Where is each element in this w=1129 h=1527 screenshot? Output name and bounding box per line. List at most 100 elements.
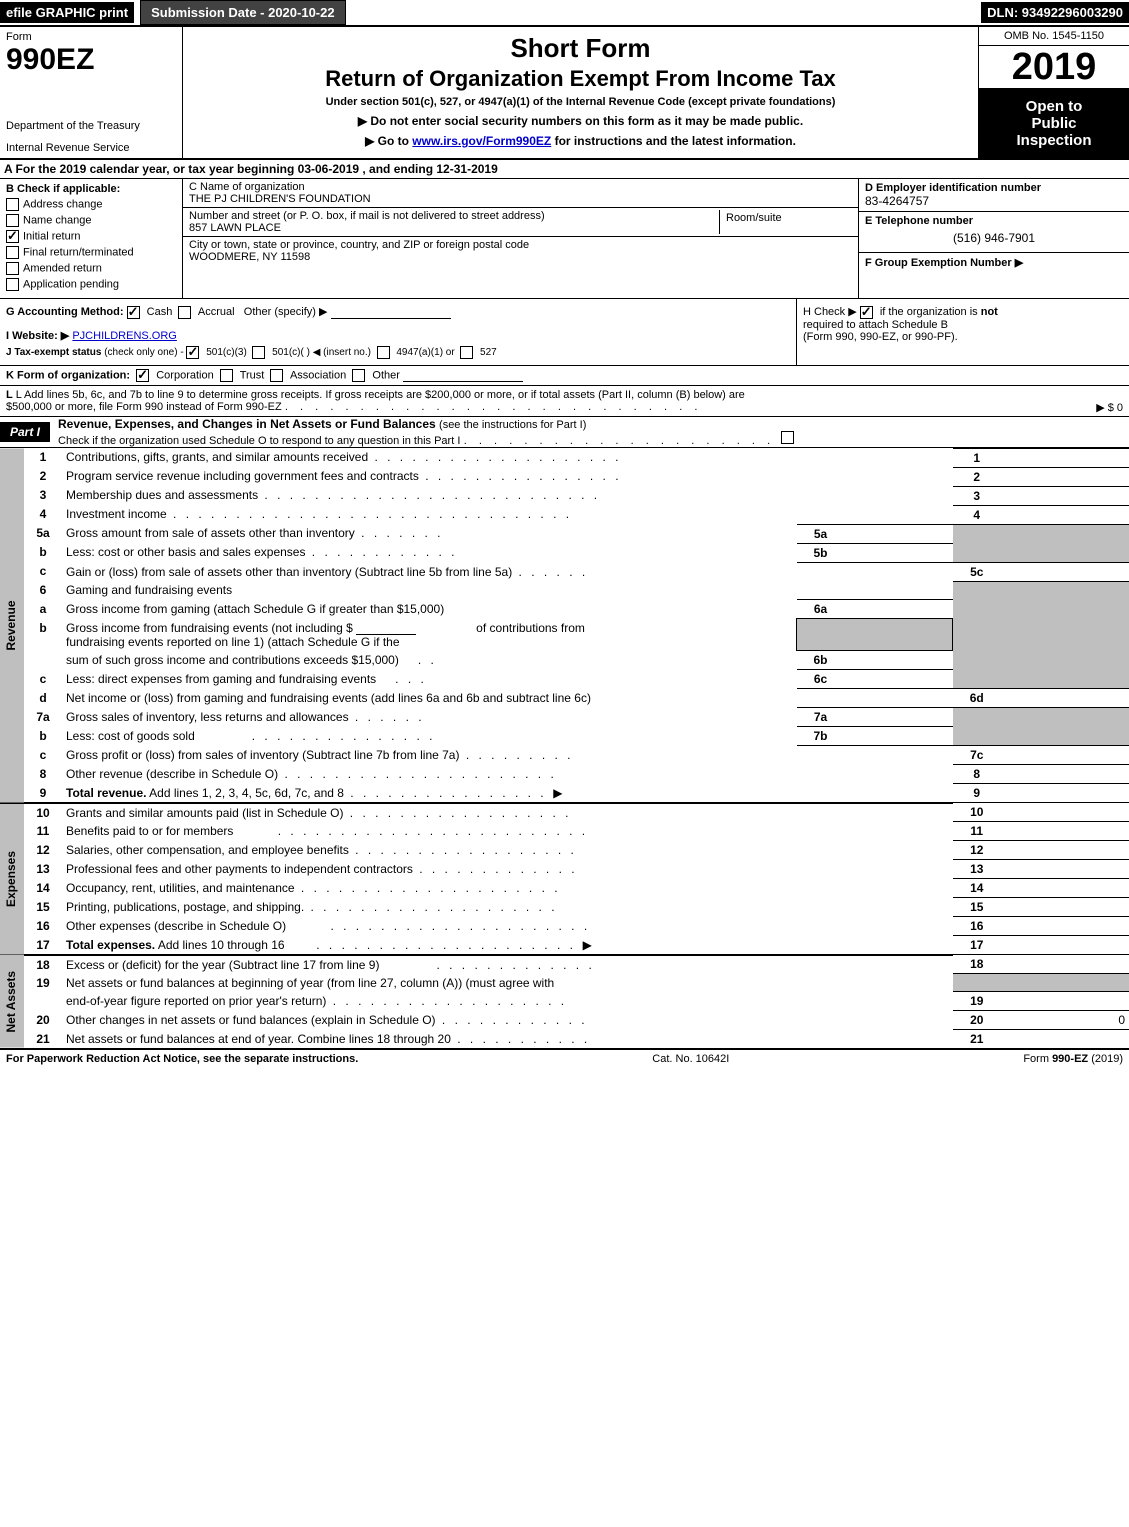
line-17-value xyxy=(1001,936,1129,955)
period-line: A For the 2019 calendar year, or tax yea… xyxy=(0,160,1129,179)
l-amount: ▶ $ 0 xyxy=(1096,401,1123,414)
line-3-value xyxy=(1001,486,1129,505)
line-9-value xyxy=(1001,784,1129,803)
cb-initial-return[interactable]: Initial return xyxy=(6,230,176,243)
cb-other-org[interactable] xyxy=(352,369,365,382)
cb-amended-return[interactable]: Amended return xyxy=(6,262,176,275)
footer: For Paperwork Reduction Act Notice, see … xyxy=(0,1048,1129,1068)
section-g: G Accounting Method: Cash Accrual Other … xyxy=(6,305,790,319)
warning-line: ▶ Do not enter social security numbers o… xyxy=(189,114,972,128)
label-name-org: C Name of organization xyxy=(189,181,852,193)
entity-block: B Check if applicable: Address change Na… xyxy=(0,179,1129,299)
section-e: E Telephone number (516) 946-7901 xyxy=(859,212,1129,253)
section-b: B Check if applicable: Address change Na… xyxy=(0,179,183,298)
cb-association[interactable] xyxy=(270,369,283,382)
label-phone: E Telephone number xyxy=(865,215,1123,227)
cb-final-return[interactable]: Final return/terminated xyxy=(6,246,176,259)
line-6b-value xyxy=(845,651,953,670)
tax-year: 2019 xyxy=(979,46,1129,89)
goto-line: ▶ Go to www.irs.gov/Form990EZ for instru… xyxy=(189,134,972,148)
inspection-box: Open to Public Inspection xyxy=(979,89,1129,158)
line-20-value: 0 xyxy=(1001,1011,1129,1030)
part1-title-sub: (see the instructions for Part I) xyxy=(439,419,586,431)
j-sub: (check only one) - xyxy=(104,347,183,358)
l-line2: $500,000 or more, file Form 990 instead … xyxy=(6,401,1123,413)
section-l: L L Add lines 5b, 6c, and 7b to line 9 t… xyxy=(0,386,1129,417)
h-text3: required to attach Schedule B xyxy=(803,319,948,331)
header-right: OMB No. 1545-1150 2019 Open to Public In… xyxy=(978,27,1129,158)
cb-527[interactable] xyxy=(460,346,473,359)
dln-label: DLN: 93492296003290 xyxy=(981,2,1129,23)
goto-suffix: for instructions and the latest informat… xyxy=(551,134,796,148)
label-street: Number and street (or P. O. box, if mail… xyxy=(189,210,719,222)
dept-label: Department of the Treasury xyxy=(6,120,176,132)
line-2-value xyxy=(1001,467,1129,486)
cb-name-change[interactable]: Name change xyxy=(6,214,176,227)
footer-right: Form 990-EZ (2019) xyxy=(1023,1053,1123,1065)
city-value: WOODMERE, NY 11598 xyxy=(189,251,852,263)
cb-accrual[interactable] xyxy=(178,306,191,319)
cb-corporation[interactable] xyxy=(136,369,149,382)
section-c: C Name of organization THE PJ CHILDREN'S… xyxy=(183,179,858,298)
line-1-value xyxy=(1001,448,1129,467)
cb-501c[interactable] xyxy=(252,346,265,359)
cb-501c3[interactable] xyxy=(186,346,199,359)
part1-check-line: Check if the organization used Schedule … xyxy=(58,435,460,447)
line-18-value xyxy=(1001,955,1129,974)
h-text1: H Check ▶ xyxy=(803,306,857,318)
line-6d-value xyxy=(1001,689,1129,708)
phone-value: (516) 946-7901 xyxy=(865,227,1123,249)
short-form-title: Short Form xyxy=(189,33,972,64)
period-text: A For the 2019 calendar year, or tax yea… xyxy=(4,162,498,176)
part1-schedule-o-checkbox[interactable] xyxy=(781,431,794,444)
line-7b-value xyxy=(845,727,953,746)
line-8-value xyxy=(1001,765,1129,784)
line-5b-value xyxy=(845,543,953,562)
submission-date-button[interactable]: Submission Date - 2020-10-22 xyxy=(140,0,346,25)
footer-left: For Paperwork Reduction Act Notice, see … xyxy=(6,1053,358,1065)
label-j: J Tax-exempt status xyxy=(6,347,101,358)
line-14-value xyxy=(1001,879,1129,898)
part1-title-block: Revenue, Expenses, and Changes in Net As… xyxy=(58,417,1129,447)
label-website: I Website: ▶ xyxy=(6,330,69,342)
side-label-netassets: Net Assets xyxy=(0,955,24,1049)
cb-trust[interactable] xyxy=(220,369,233,382)
ein-value: 83-4264757 xyxy=(865,194,1123,208)
line-16-value xyxy=(1001,917,1129,936)
part1-label: Part I xyxy=(0,422,50,442)
line-5a-value xyxy=(845,524,953,543)
label-group-exemption: F Group Exemption Number ▶ xyxy=(865,257,1023,269)
line-5c-value xyxy=(1001,562,1129,581)
label-ein: D Employer identification number xyxy=(865,182,1123,194)
irs-link[interactable]: www.irs.gov/Form990EZ xyxy=(412,134,551,148)
cb-cash[interactable] xyxy=(127,306,140,319)
side-label-expenses: Expenses xyxy=(0,803,24,955)
under-section-text: Under section 501(c), 527, or 4947(a)(1)… xyxy=(189,96,972,108)
website-link[interactable]: PJCHILDRENS.ORG xyxy=(72,330,177,342)
label-city: City or town, state or province, country… xyxy=(189,239,852,251)
cb-address-change[interactable]: Address change xyxy=(6,198,176,211)
cb-h[interactable] xyxy=(860,306,873,319)
form-word: Form xyxy=(6,31,176,43)
line-10-value xyxy=(1001,803,1129,822)
line-6a-value xyxy=(845,600,953,619)
l-line1: L L Add lines 5b, 6c, and 7b to line 9 t… xyxy=(6,389,1123,401)
inspection-line1: Open to xyxy=(981,98,1127,115)
inspection-line2: Public xyxy=(981,115,1127,132)
footer-center: Cat. No. 10642I xyxy=(652,1053,729,1065)
line-13-value xyxy=(1001,860,1129,879)
form-header: Form 990EZ Department of the Treasury In… xyxy=(0,27,1129,160)
form-number: 990EZ xyxy=(6,43,176,77)
section-g-i-j: G Accounting Method: Cash Accrual Other … xyxy=(0,299,796,365)
cb-application-pending[interactable]: Application pending xyxy=(6,278,176,291)
section-k: K Form of organization: Corporation Trus… xyxy=(0,366,1129,386)
line-7a-value xyxy=(845,708,953,727)
section-h: H Check ▶ if the organization is not req… xyxy=(796,299,1129,365)
section-d: D Employer identification number 83-4264… xyxy=(859,179,1129,212)
street-left: Number and street (or P. O. box, if mail… xyxy=(189,210,720,234)
room-suite-label: Room/suite xyxy=(720,210,852,234)
line-15-value xyxy=(1001,898,1129,917)
line-11-value xyxy=(1001,822,1129,841)
side-label-revenue: Revenue xyxy=(0,448,24,803)
cb-4947a1[interactable] xyxy=(377,346,390,359)
